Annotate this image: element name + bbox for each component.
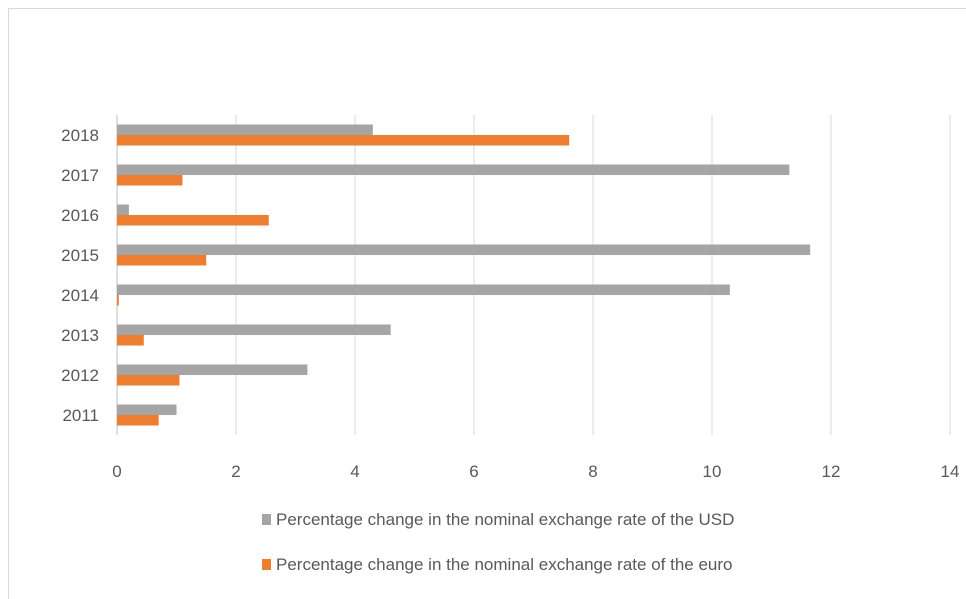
bar-usd-2018 [117,124,373,135]
legend: Percentage change in the nominal exchang… [262,510,734,574]
y-tick-label-2011: 2011 [62,406,99,425]
bars [117,124,811,426]
bar-usd-2016 [117,204,129,215]
x-tick-label-14: 14 [941,462,960,481]
legend-label-usd: Percentage change in the nominal exchang… [276,510,734,529]
bar-euro-2014 [117,295,119,306]
legend-swatch-usd [262,514,271,525]
y-tick-label-2014: 2014 [61,286,99,305]
bar-usd-2013 [117,324,391,335]
y-tick-label-2018: 2018 [61,126,99,145]
bar-euro-2013 [117,335,144,346]
y-tick-label-2017: 2017 [61,166,99,185]
x-tick-label-12: 12 [822,462,841,481]
x-tick-label-8: 8 [588,462,597,481]
bar-usd-2017 [117,164,790,175]
bar-euro-2011 [117,415,159,426]
x-tick-label-6: 6 [469,462,478,481]
x-tick-label-4: 4 [350,462,359,481]
y-tick-label-2016: 2016 [61,206,99,225]
bar-euro-2015 [117,255,207,266]
bar-usd-2014 [117,284,730,295]
gridlines [116,115,951,435]
legend-label-euro: Percentage change in the nominal exchang… [276,555,733,574]
bar-euro-2012 [117,375,180,386]
bar-usd-2015 [117,244,811,255]
bar-euro-2017 [117,175,183,186]
x-tick-label-0: 0 [112,462,121,481]
category-axis-labels: 2011 2012 2013 2014 2015 2016 2017 2018 [61,126,99,425]
value-axis-labels: 0 2 4 6 8 10 12 14 [112,462,959,481]
bar-usd-2011 [117,404,177,415]
bar-usd-2012 [117,364,308,375]
y-tick-label-2012: 2012 [61,366,99,385]
y-tick-label-2015: 2015 [61,246,99,265]
legend-swatch-euro [262,559,271,570]
chart-frame [8,8,966,599]
x-tick-label-2: 2 [231,462,240,481]
x-tick-label-10: 10 [703,462,722,481]
bar-euro-2016 [117,215,269,226]
y-tick-label-2013: 2013 [61,326,99,345]
bar-euro-2018 [117,135,570,146]
